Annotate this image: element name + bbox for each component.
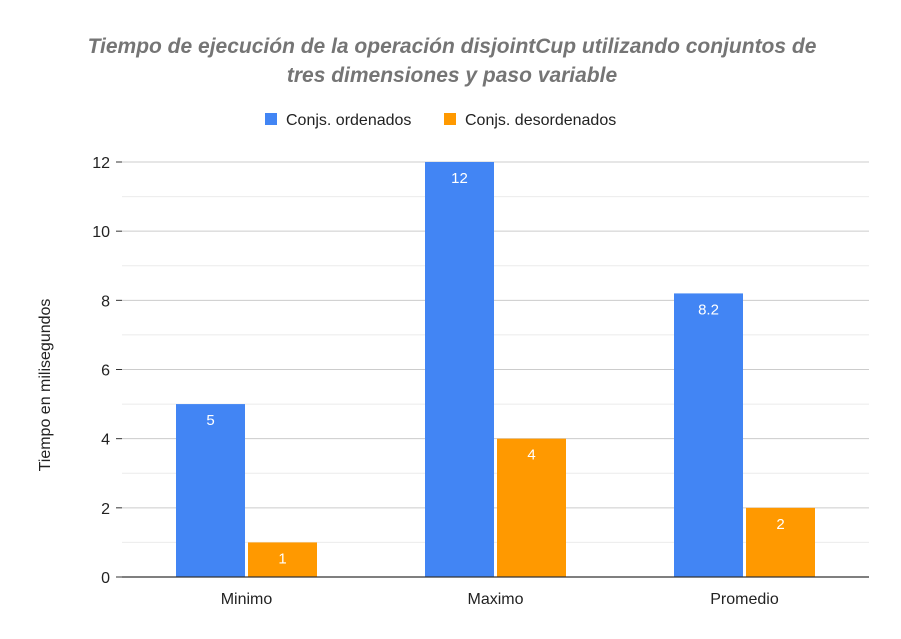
x-category-label: Maximo (467, 591, 523, 608)
data-labels: 5 1 12 4 8.2 2 (206, 170, 784, 567)
bar-maximo-series-1 (425, 162, 494, 577)
data-label: 5 (206, 412, 214, 429)
legend-label-desordenados: Conjs. desordenados (465, 112, 616, 129)
chart-title-line-2: tres dimensiones y paso variable (287, 64, 618, 87)
y-tick-label: 0 (101, 570, 110, 587)
legend: Conjs. ordenados Conjs. desordenados (265, 112, 616, 129)
y-tick-label: 12 (92, 155, 110, 172)
bar-promedio-series-2 (746, 507, 815, 577)
x-axis-categories: Minimo Maximo Promedio (122, 576, 869, 608)
data-label: 12 (451, 170, 468, 187)
y-tick-label: 4 (101, 432, 110, 449)
bar-maximo-series-2 (497, 438, 566, 577)
bars (176, 162, 815, 577)
y-axis-ticks: 0 2 4 6 8 10 12 (92, 155, 122, 587)
chart-title-line-1: Tiempo de ejecución de la operación disj… (88, 35, 817, 58)
data-label: 4 (527, 447, 535, 464)
y-tick-label: 10 (92, 224, 110, 241)
legend-swatch-ordenados (265, 113, 277, 125)
legend-swatch-desordenados (444, 113, 456, 125)
bar-minimo-series-1 (176, 404, 245, 577)
gridlines (122, 161, 869, 543)
data-label: 8.2 (698, 301, 719, 318)
data-label: 2 (776, 516, 784, 533)
y-tick-label: 8 (101, 293, 110, 310)
x-category-label: Minimo (221, 591, 273, 608)
x-category-label: Promedio (710, 591, 779, 608)
y-tick-label: 6 (101, 363, 110, 380)
y-tick-label: 2 (101, 501, 110, 518)
legend-label-ordenados: Conjs. ordenados (286, 112, 411, 129)
data-label: 1 (278, 550, 286, 567)
y-axis-title: Tiempo en milisegundos (37, 299, 54, 472)
bar-promedio-series-1 (674, 293, 743, 577)
bar-minimo-series-2 (248, 542, 317, 577)
